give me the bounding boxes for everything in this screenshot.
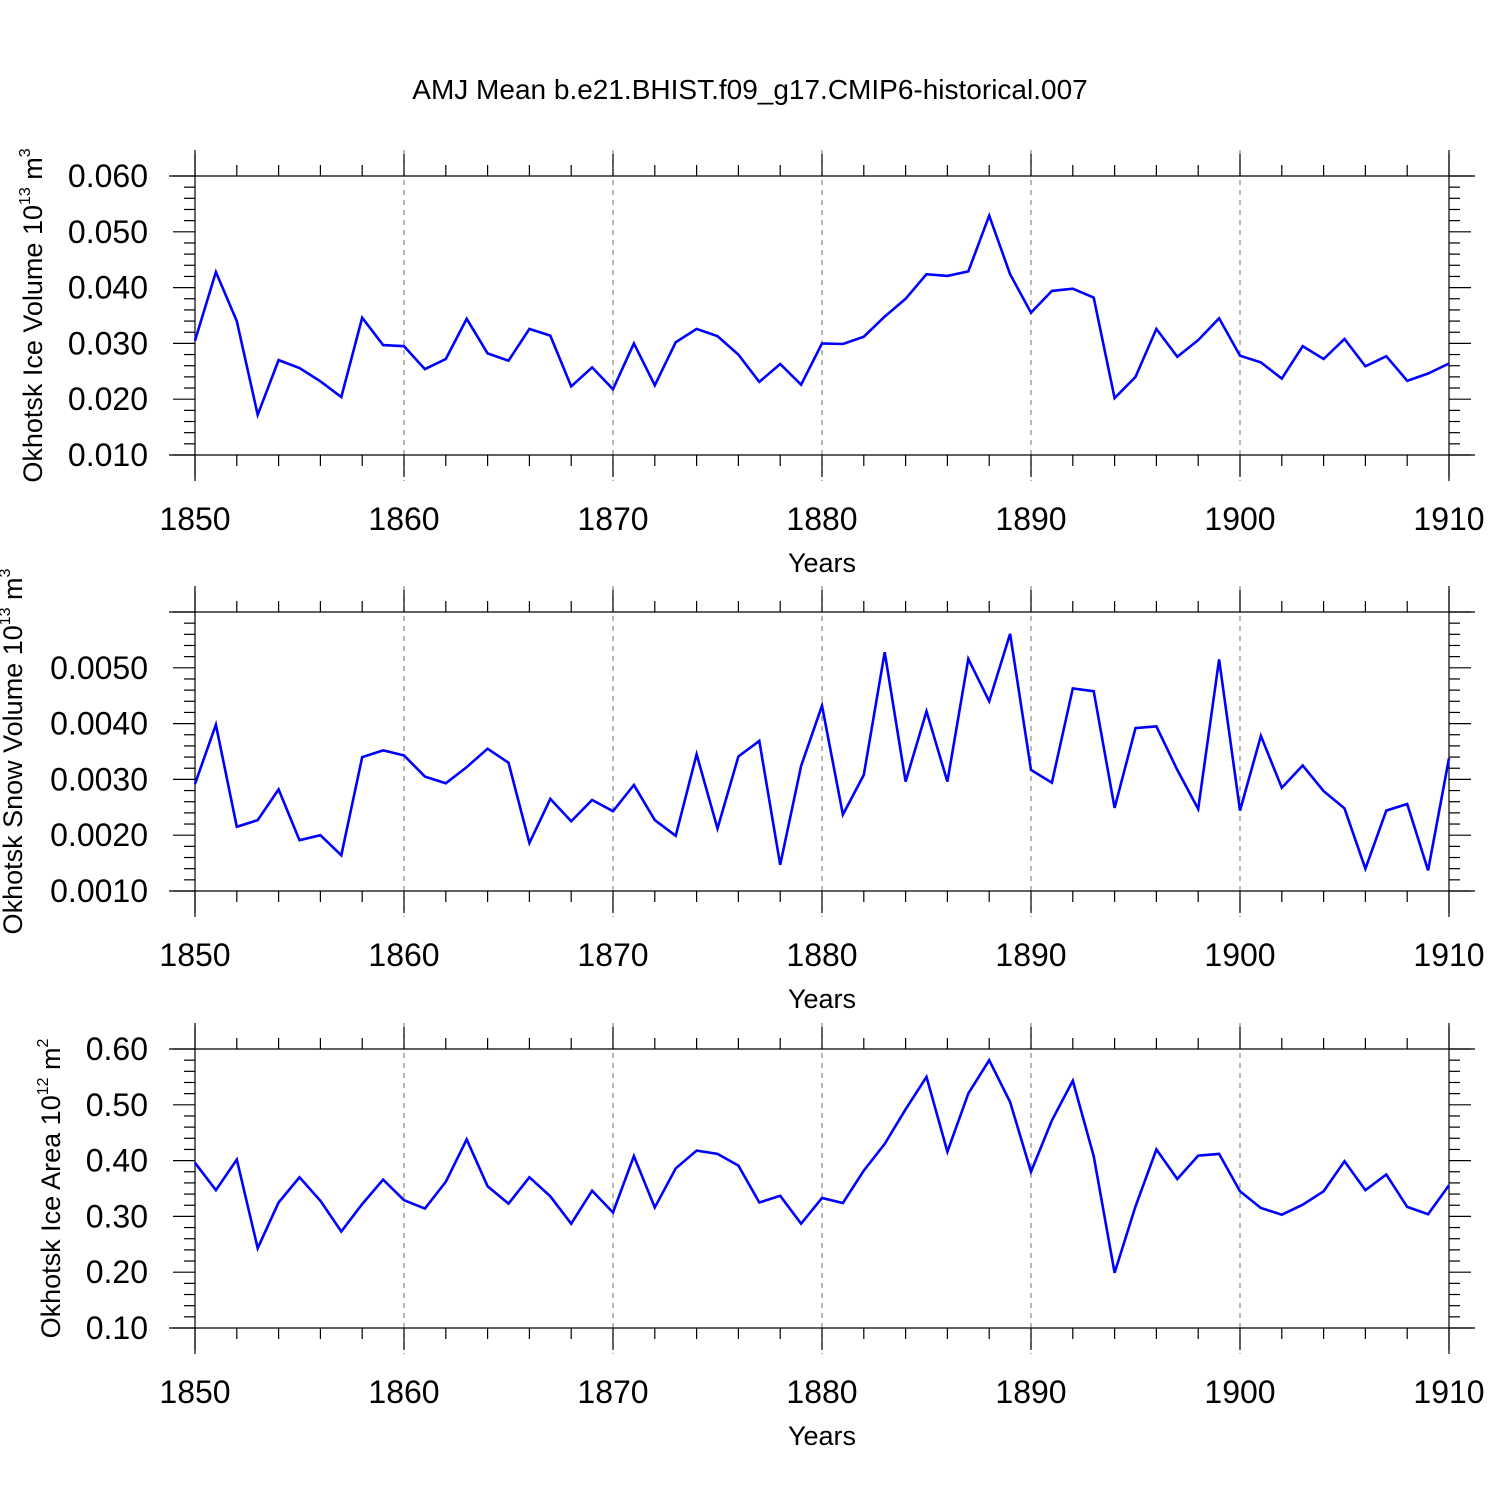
x-axis-label: Years xyxy=(788,984,856,1014)
y-tick-label: 0.0050 xyxy=(50,650,148,686)
y-tick-label: 0.10 xyxy=(86,1310,148,1346)
x-tick-label: 1890 xyxy=(995,1374,1066,1410)
x-tick-label: 1890 xyxy=(995,501,1066,537)
y-tick-label: 0.60 xyxy=(86,1031,148,1067)
y-tick-label: 0.050 xyxy=(68,214,148,250)
y-tick-label: 0.50 xyxy=(86,1087,148,1123)
x-tick-label: 1880 xyxy=(786,937,857,973)
y-tick-label: 0.060 xyxy=(68,158,148,194)
y-tick-label: 0.040 xyxy=(68,270,148,306)
chart-panel-2: 0.0010 0.0020 0.0030 0.0040 0.0050 1850 1860 18… xyxy=(0,568,1485,1014)
y-tick-label: 0.0020 xyxy=(50,817,148,853)
chart-panel-1: 0.010 0.020 0.030 0.040 0.050 0.060 1850 1860 18… xyxy=(17,148,1485,578)
x-tick-label: 1850 xyxy=(159,1374,230,1410)
x-tick-label: 1860 xyxy=(368,1374,439,1410)
series-line-okhotsk-ice-volume xyxy=(193,211,1450,420)
y-tick-label: 0.010 xyxy=(68,437,148,473)
y-axis-label: Okhotsk Ice Volume 1013 m3 xyxy=(17,148,48,482)
x-tick-label: 1900 xyxy=(1204,1374,1275,1410)
figure-title: AMJ Mean b.e21.BHIST.f09_g17.CMIP6-histo… xyxy=(412,74,1087,105)
y-tick-label: 0.0040 xyxy=(50,706,148,742)
x-tick-label: 1850 xyxy=(159,501,230,537)
x-tick-label: 1910 xyxy=(1413,937,1484,973)
x-tick-label: 1850 xyxy=(159,937,230,973)
y-tick-label: 0.20 xyxy=(86,1254,148,1290)
x-tick-label: 1900 xyxy=(1204,501,1275,537)
x-tick-label: 1880 xyxy=(786,501,857,537)
x-tick-label: 1860 xyxy=(368,501,439,537)
x-tick-label: 1870 xyxy=(577,501,648,537)
panels: 0.010 0.020 0.030 0.040 0.050 0.060 1850 1860 18… xyxy=(0,148,1485,1451)
x-tick-label: 1870 xyxy=(577,1374,648,1410)
x-axis-label: Years xyxy=(788,1421,856,1451)
y-axis-label: Okhotsk Ice Area 1012 m2 xyxy=(35,1038,66,1338)
x-tick-label: 1910 xyxy=(1413,501,1484,537)
y-tick-label: 0.0010 xyxy=(50,873,148,909)
series-line-okhotsk-ice-area xyxy=(193,1057,1451,1274)
x-tick-label: 1870 xyxy=(577,937,648,973)
series-line-okhotsk-snow-volume xyxy=(193,633,1451,873)
x-tick-label: 1890 xyxy=(995,937,1066,973)
x-tick-label: 1910 xyxy=(1413,1374,1484,1410)
y-tick-label: 0.020 xyxy=(68,381,148,417)
y-tick-label: 0.030 xyxy=(68,325,148,361)
x-axis-label: Years xyxy=(788,548,856,578)
y-axis-label: Okhotsk Snow Volume 1013 m3 xyxy=(0,568,28,934)
chart-panel-3: 0.10 0.20 0.30 0.40 0.50 0.60 1850 1860 1870 1880… xyxy=(35,1023,1485,1451)
x-tick-label: 1880 xyxy=(786,1374,857,1410)
y-tick-label: 0.30 xyxy=(86,1198,148,1234)
x-tick-label: 1900 xyxy=(1204,937,1275,973)
y-tick-label: 0.0030 xyxy=(50,761,148,797)
x-tick-label: 1860 xyxy=(368,937,439,973)
y-tick-label: 0.40 xyxy=(86,1143,148,1179)
